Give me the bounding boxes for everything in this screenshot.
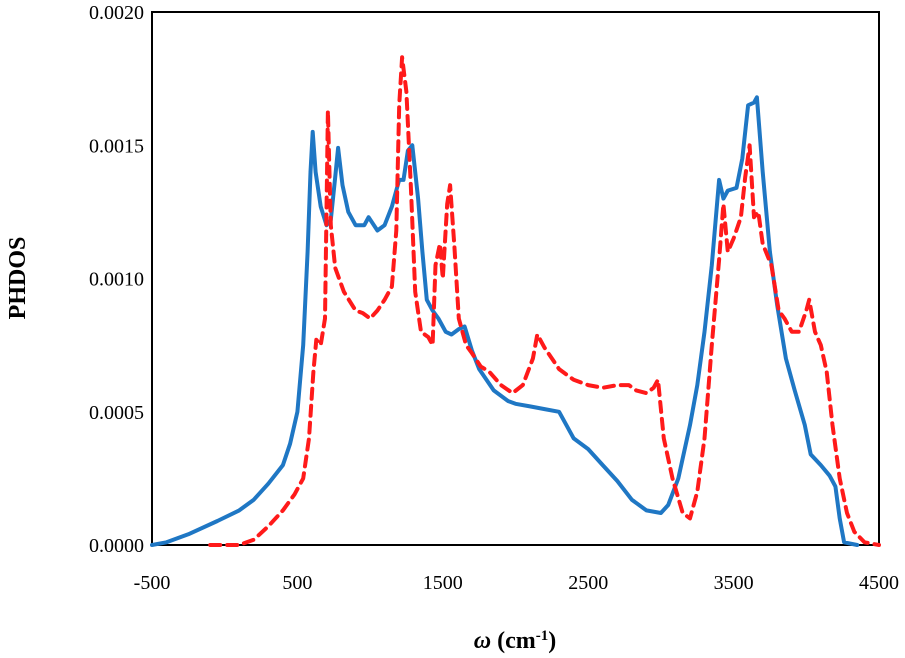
series-layer bbox=[150, 55, 881, 547]
y-tick-label: 0.0015 bbox=[89, 135, 144, 157]
y-tick-label: 0.0020 bbox=[89, 2, 144, 24]
x-axis-unit-text: (cm bbox=[491, 628, 536, 654]
y-tick-label: 0.0000 bbox=[89, 535, 144, 557]
x-axis-title: ω (cm-1) bbox=[474, 628, 557, 654]
y-tick-label: 0.0005 bbox=[89, 402, 144, 424]
x-axis-unit-close: ) bbox=[548, 628, 556, 654]
x-tick-label: 500 bbox=[282, 572, 312, 594]
y-tick-label: 0.0010 bbox=[89, 269, 144, 291]
x-tick-label: 2500 bbox=[568, 572, 608, 594]
tick-layer: 0.0000 0.0005 0.0010 0.0015 0.0020 -500 500 150… bbox=[89, 2, 899, 594]
x-axis-unit-superscript: -1 bbox=[536, 628, 549, 644]
x-tick-label: 3500 bbox=[714, 572, 754, 594]
y-axis-title: PHDOS bbox=[5, 237, 31, 320]
x-tick-label: -500 bbox=[134, 572, 171, 594]
x-axis-variable: ω bbox=[474, 628, 491, 654]
x-tick-label: 4500 bbox=[859, 572, 899, 594]
plot-frame bbox=[151, 11, 880, 546]
series-line-dashed-red bbox=[208, 55, 881, 547]
x-tick-label: 1500 bbox=[423, 572, 463, 594]
